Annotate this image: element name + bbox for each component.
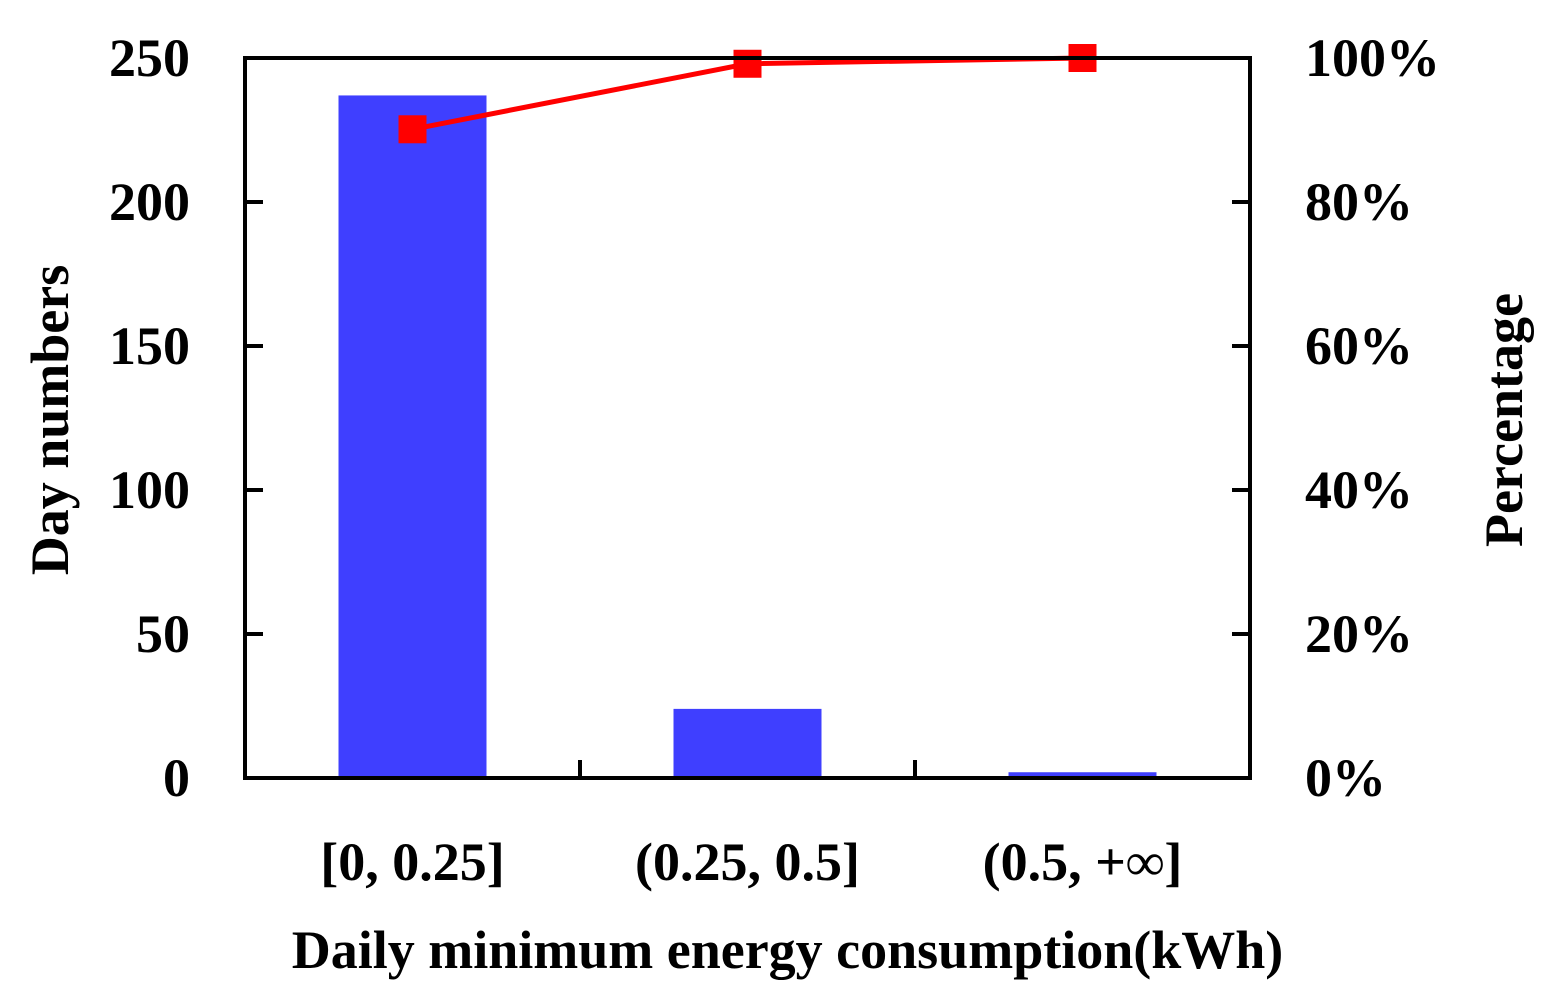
ticks-layer [245, 200, 1250, 778]
percentage-marker-1 [733, 49, 762, 78]
right-tick-label-5: 100% [1305, 28, 1440, 88]
left-tick-label-5: 250 [109, 28, 190, 88]
right-tick-label-3: 60% [1305, 316, 1413, 376]
bar-1 [673, 708, 822, 778]
category-label-0: [0, 0.25] [320, 832, 504, 892]
percentage-marker-0 [398, 115, 427, 144]
left-tick-label-1: 50 [136, 604, 190, 664]
right-tick-label-4: 80% [1305, 172, 1413, 232]
right-tick-label-2: 40% [1305, 460, 1413, 520]
bars-layer [338, 95, 1157, 778]
y-axis-title: Day numbers [20, 265, 80, 576]
left-tick-label-0: 0 [163, 748, 190, 808]
category-label-1: (0.25, 0.5] [635, 832, 860, 892]
plot-area-frame [243, 56, 1252, 780]
left-tick-label-4: 200 [109, 172, 190, 232]
y2-axis-title: Percentage [1474, 293, 1534, 547]
x-axis-title: Daily minimum energy consumption(kWh) [292, 920, 1284, 980]
right-tick-label-1: 20% [1305, 604, 1413, 664]
left-axis-tick-labels: 0 50 100 150 200 250 [109, 28, 190, 808]
category-labels: [0, 0.25] (0.25, 0.5] (0.5, +∞] [320, 832, 1182, 892]
right-axis-tick-labels: 0% 20% 40% 60% 80% 100% [1305, 28, 1440, 808]
bar-2 [1008, 772, 1157, 778]
bar-0 [338, 95, 487, 778]
category-label-2: (0.5, +∞] [983, 832, 1183, 892]
right-tick-label-0: 0% [1305, 748, 1386, 808]
left-tick-label-3: 150 [109, 316, 190, 376]
left-tick-label-2: 100 [109, 460, 190, 520]
